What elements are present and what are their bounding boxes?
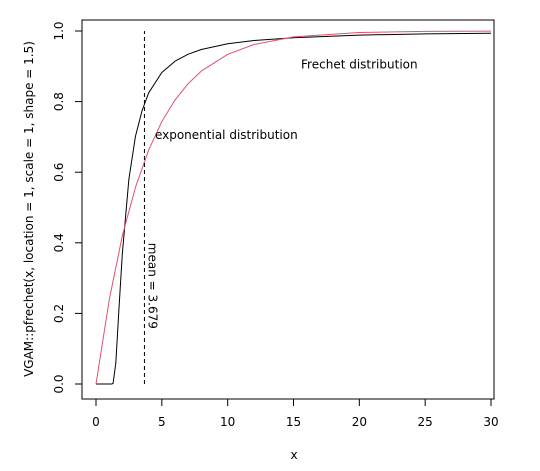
x-tick-label: 10 — [220, 415, 235, 429]
y-tick-label: 0.6 — [52, 163, 66, 182]
y-tick-label: 0.0 — [52, 374, 66, 393]
x-tick-label: 15 — [286, 415, 301, 429]
frechet-label: Frechet distribution — [301, 58, 418, 72]
x-tick-label: 0 — [92, 415, 100, 429]
plot-box — [81, 19, 495, 400]
y-tick-label: 0.4 — [52, 233, 66, 252]
y-tick-label: 0.2 — [52, 304, 66, 323]
y-axis: 0.0 0.2 0.4 0.6 0.8 1.0 — [52, 21, 83, 394]
x-tick-label: 5 — [158, 415, 166, 429]
frechet-cdf-line — [96, 32, 492, 385]
x-tick-label: 30 — [483, 415, 498, 429]
mean-label: mean = 3.679 — [145, 243, 159, 329]
annotation-layer: Frechet distribution exponential distribu… — [145, 58, 417, 329]
x-tick-label: 20 — [352, 415, 367, 429]
exponential-cdf-line — [95, 30, 492, 385]
x-axis-label: x — [290, 448, 297, 462]
exponential-label: exponential distribution — [155, 128, 298, 142]
y-tick-label: 0.8 — [52, 92, 66, 111]
series-layer — [95, 30, 492, 385]
y-tick-label: 1.0 — [52, 21, 66, 40]
y-axis-label: VGAM::pfrechet(x, location = 1, scale = … — [22, 41, 36, 377]
x-axis: 0 5 10 15 20 25 30 — [92, 398, 499, 429]
x-tick-label: 25 — [418, 415, 433, 429]
